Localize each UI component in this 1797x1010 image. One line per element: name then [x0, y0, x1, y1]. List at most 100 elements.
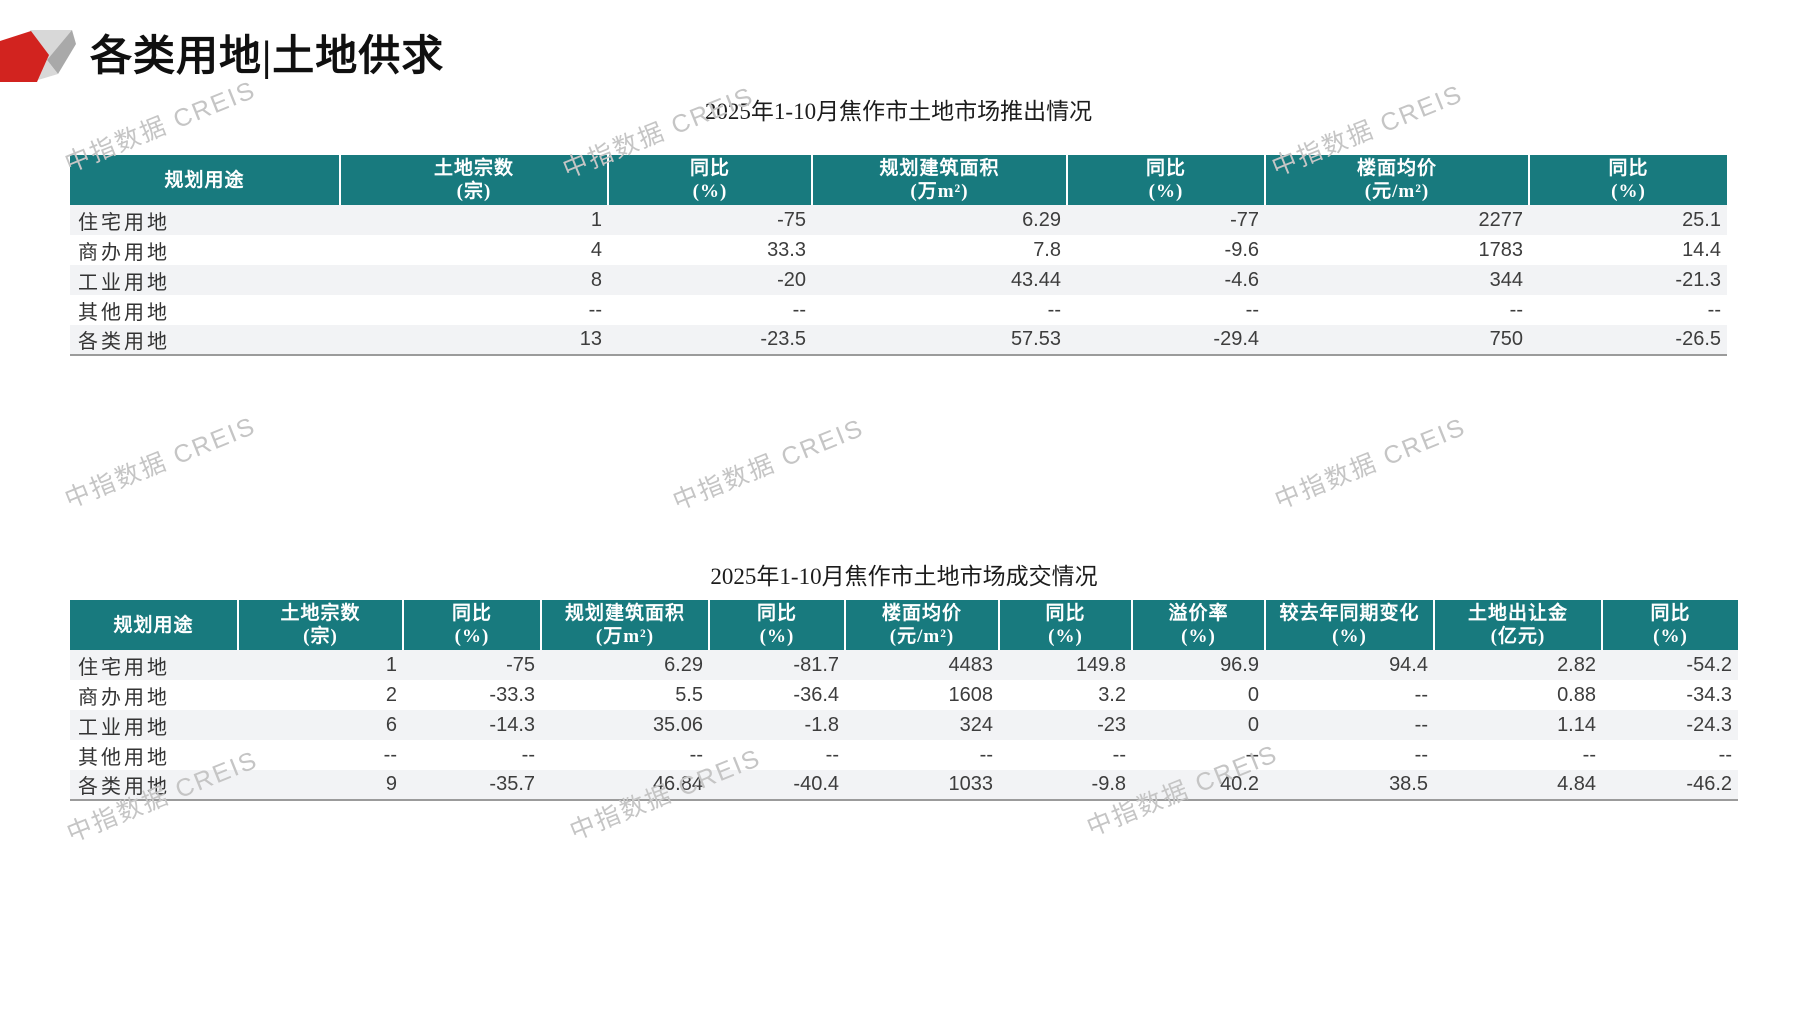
row-label: 其他用地 — [78, 746, 170, 769]
table-cell: -1.8 — [804, 713, 839, 736]
table-cell: 344 — [1489, 268, 1523, 291]
table-cell: -- — [1112, 743, 1126, 766]
table-cell: 7.8 — [1033, 238, 1061, 261]
row-label: 工业用地 — [78, 716, 170, 739]
watermark-text: 中指数据 CREIS — [668, 413, 868, 516]
table-cell: 57.53 — [1010, 328, 1061, 350]
row-label: 商办用地 — [78, 241, 170, 264]
land-transaction-table: 规划用途 土地宗数 (宗) 同比 (%) 规划建筑面积 (万m²) 同比 (%) 楼面均价 (元/m… — [70, 600, 1738, 801]
table-cell: 324 — [959, 713, 993, 736]
table-cell: -40.4 — [793, 773, 839, 795]
table-row: 其他用地 -- -- -- -- -- -- -- -- -- -- — [70, 740, 1738, 770]
table-cell: -9.8 — [1091, 773, 1126, 795]
creis-logo-icon — [0, 30, 76, 82]
table-cell: -- — [825, 743, 839, 766]
table-cell: 43.44 — [1010, 268, 1061, 291]
table-cell: 14.4 — [1682, 238, 1721, 261]
table-cell: -- — [792, 298, 806, 321]
table-cell: 6.29 — [664, 653, 703, 676]
table-cell: -- — [1245, 298, 1259, 321]
table-cell: 96.9 — [1220, 653, 1259, 676]
table-cell: 1608 — [948, 683, 994, 706]
page-title: 各类用地|土地供求 — [90, 34, 445, 80]
column-header: 规划用途 — [70, 600, 238, 650]
table-cell: 8 — [590, 268, 602, 291]
column-header: 同比 (%) — [708, 600, 845, 650]
table-cell: -26.5 — [1675, 328, 1721, 350]
table-cell: -- — [588, 298, 602, 321]
table-cell: -23.5 — [760, 328, 806, 350]
table-row: 住宅用地 1 -75 6.29 -77 2277 25.1 — [70, 205, 1727, 235]
table-cell: 6.29 — [1022, 208, 1061, 231]
table-cell: -23 — [1097, 713, 1126, 736]
table-cell: 1.14 — [1557, 713, 1596, 736]
table-cell: -75 — [777, 208, 806, 231]
column-header: 楼面均价 (元/m²) — [844, 600, 999, 650]
column-header: 同比 (%) — [607, 155, 812, 205]
table-cell: -75 — [506, 653, 535, 676]
table-cell: 38.5 — [1389, 773, 1428, 795]
table-cell: -- — [1707, 298, 1721, 321]
row-label: 住宅用地 — [78, 211, 170, 234]
table-cell: 33.3 — [767, 238, 806, 261]
column-header: 规划建筑面积 (万m²) — [811, 155, 1067, 205]
column-header: 同比 (%) — [402, 600, 541, 650]
table-cell: 1 — [590, 208, 602, 231]
table-cell: -- — [1414, 743, 1428, 766]
table-cell: -4.6 — [1224, 268, 1259, 291]
table-cell: 35.06 — [652, 713, 703, 736]
table-row: 工业用地 8 -20 43.44 -4.6 344 -21.3 — [70, 265, 1727, 295]
table-cell: -29.4 — [1213, 328, 1259, 350]
table-cell: 2 — [385, 683, 397, 706]
table-cell: 46.84 — [652, 773, 703, 795]
table-cell: 0 — [1247, 683, 1259, 706]
table-cell: -35.7 — [489, 773, 535, 795]
table-cell: 2277 — [1478, 208, 1524, 231]
table-cell: 1033 — [948, 773, 994, 795]
table-cell: -21.3 — [1675, 268, 1721, 291]
column-header: 同比 (%) — [1528, 155, 1727, 205]
land-launch-table: 规划用途 土地宗数 (宗) 同比 (%) 规划建筑面积 (万m²) 同比 (%) 楼面均价 (元/m… — [70, 155, 1727, 356]
column-header: 土地宗数 (宗) — [237, 600, 403, 650]
table-cell: -- — [1414, 713, 1428, 736]
table-cell: 149.8 — [1075, 653, 1126, 676]
table-cell: -36.4 — [793, 683, 839, 706]
column-header: 规划用途 — [70, 155, 340, 205]
column-header: 溢价率 (%) — [1131, 600, 1265, 650]
table-row: 各类用地 13 -23.5 57.53 -29.4 750 -26.5 — [70, 325, 1727, 355]
logo-light-gray-corner — [38, 60, 58, 80]
table-cell: 0.88 — [1557, 683, 1596, 706]
table-cell: -- — [689, 743, 703, 766]
table-cell: -- — [383, 743, 397, 766]
table-cell: 4.84 — [1557, 773, 1596, 795]
table-cell: -14.3 — [489, 713, 535, 736]
watermark-text: 中指数据 CREIS — [1270, 412, 1470, 515]
column-header: 土地出让金 (亿元) — [1433, 600, 1602, 650]
table-cell: 4 — [590, 238, 602, 261]
table-row: 住宅用地 1 -75 6.29 -81.7 4483 149.8 96.9 94.4 2.82 -5… — [70, 650, 1738, 680]
column-header: 土地宗数 (宗) — [339, 155, 608, 205]
table-cell: 13 — [579, 328, 602, 350]
column-header: 规划建筑面积 (万m²) — [540, 600, 709, 650]
table-cell: 5.5 — [675, 683, 703, 706]
table-row: 工业用地 6 -14.3 35.06 -1.8 324 -23 0 -- 1.14 -24.3 — [70, 710, 1738, 740]
table-cell: -24.3 — [1686, 713, 1732, 736]
header-row: 规划用途 土地宗数 (宗) 同比 (%) 规划建筑面积 (万m²) 同比 (%) 楼面均价 (元/m… — [70, 600, 1738, 650]
table-cell: 6 — [385, 713, 397, 736]
row-label: 各类用地 — [78, 776, 170, 798]
table-cell: -9.6 — [1224, 238, 1259, 261]
table-cell: -- — [521, 743, 535, 766]
table-cell: -77 — [1230, 208, 1259, 231]
table-cell: 94.4 — [1389, 653, 1428, 676]
column-header: 同比 (%) — [1601, 600, 1738, 650]
table-cell: -- — [1245, 743, 1259, 766]
table-cell: -20 — [777, 268, 806, 291]
logo-red-shape — [0, 31, 49, 82]
table-cell: 1783 — [1478, 238, 1524, 261]
row-label: 其他用地 — [78, 301, 170, 324]
table-cell: 2.82 — [1557, 653, 1596, 676]
column-header: 楼面均价 (元/m²) — [1264, 155, 1529, 205]
logo-dark-gray-triangle — [47, 30, 76, 74]
row-label: 各类用地 — [78, 331, 170, 353]
